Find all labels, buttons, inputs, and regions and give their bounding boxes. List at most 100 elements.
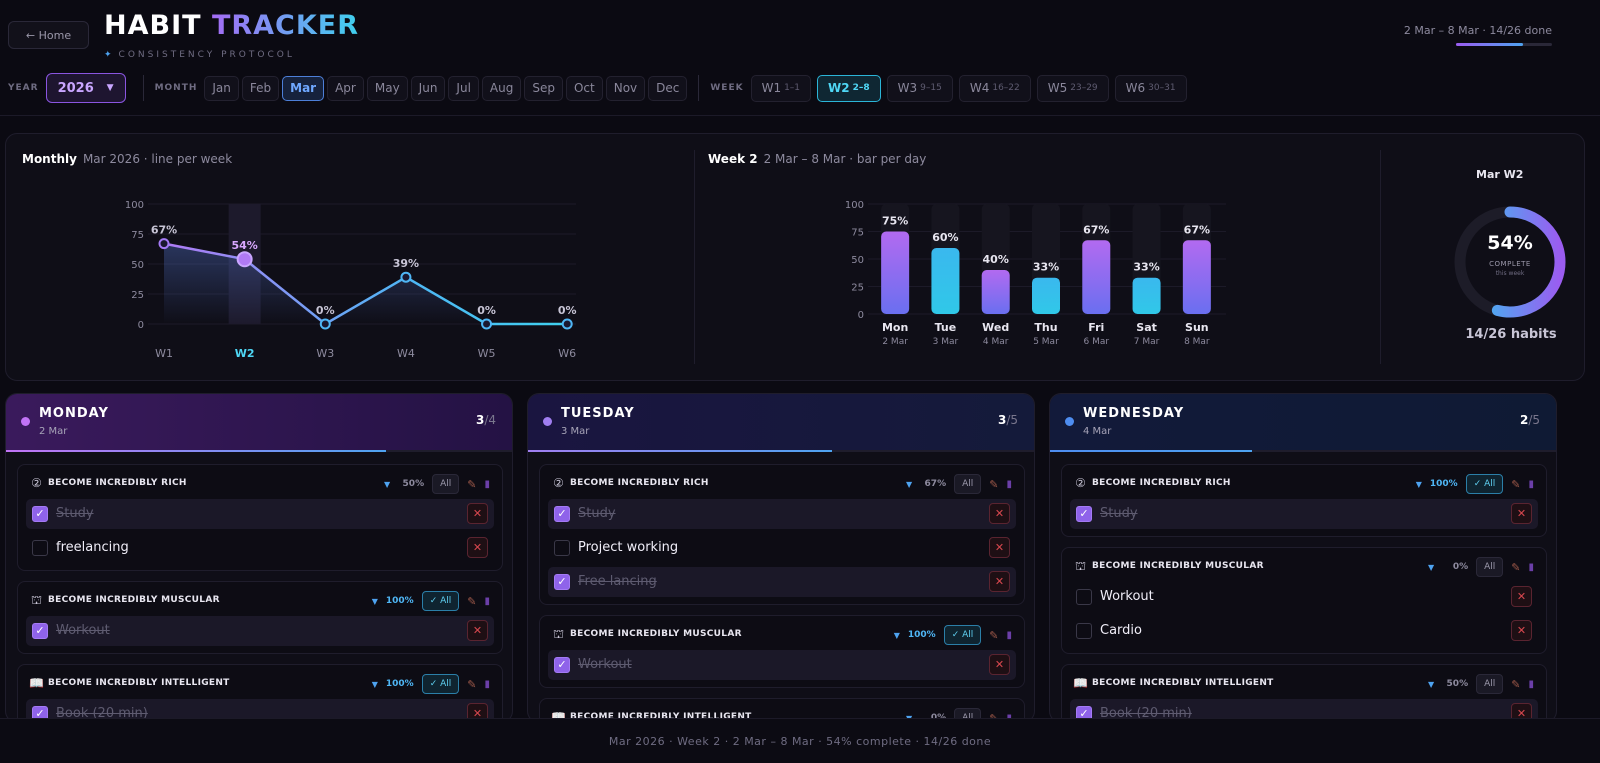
habit-group-percent: 0%: [1452, 562, 1469, 572]
task-delete-button[interactable]: ✕: [989, 537, 1010, 558]
task-delete-button[interactable]: ✕: [467, 620, 488, 641]
edit-icon[interactable]: ✎: [989, 628, 999, 642]
task-name: Workout: [56, 623, 110, 638]
month-tab-oct[interactable]: Oct: [565, 75, 603, 101]
week-tab-w4[interactable]: W4 16–22: [958, 74, 1031, 102]
task-delete-button[interactable]: ✕: [467, 503, 488, 524]
trash-icon[interactable]: ▮: [484, 595, 490, 607]
week-tab-w3[interactable]: W3 9–15: [886, 74, 953, 102]
month-tab-nov[interactable]: Nov: [605, 75, 646, 101]
edit-icon[interactable]: ✎: [467, 677, 477, 691]
habit-group-name: BECOME INCREDIBLY INTELLIGENT: [48, 678, 230, 688]
trash-icon[interactable]: ▮: [1528, 478, 1534, 490]
month-tab-sep[interactable]: Sep: [524, 75, 563, 101]
month-tab-dec[interactable]: Dec: [648, 75, 688, 101]
week-tab-w1[interactable]: W1 1–1: [750, 74, 812, 102]
task-row: Cardio ✕: [1070, 616, 1538, 646]
task-checkbox[interactable]: ✓: [32, 623, 48, 639]
month-tab-aug[interactable]: Aug: [481, 75, 522, 101]
trash-icon[interactable]: ▮: [484, 478, 490, 490]
trash-icon[interactable]: ▮: [1006, 478, 1012, 490]
task-checkbox[interactable]: [32, 540, 48, 556]
task-delete-button[interactable]: ✕: [467, 703, 488, 722]
monthly-chart-title: Monthly Mar 2026 · line per week: [22, 152, 232, 166]
edit-icon[interactable]: ✎: [1511, 677, 1521, 691]
collapse-icon[interactable]: ▼: [371, 596, 378, 606]
month-tab-jul[interactable]: Jul: [448, 75, 479, 101]
task-name: Project working: [578, 540, 679, 555]
collapse-icon[interactable]: ▼: [371, 679, 378, 689]
task-delete-button[interactable]: ✕: [989, 571, 1010, 592]
habit-group-name: BECOME INCREDIBLY MUSCULAR: [48, 595, 220, 605]
collapse-icon[interactable]: ▼: [1427, 562, 1435, 572]
edit-icon[interactable]: ✎: [467, 594, 477, 608]
week-tab-w2[interactable]: W2 2–8: [817, 74, 881, 102]
collapse-icon[interactable]: ▼: [1415, 479, 1422, 489]
completion-ring: [1454, 206, 1566, 318]
edit-icon[interactable]: ✎: [1511, 560, 1521, 574]
month-tab-apr[interactable]: Apr: [327, 75, 364, 101]
year-select[interactable]: 2026 ▼: [45, 73, 126, 103]
check-all-button[interactable]: All: [1476, 557, 1504, 577]
task-delete-button[interactable]: ✕: [989, 503, 1010, 524]
x-tick-label: Fri: [1088, 321, 1104, 334]
trash-icon[interactable]: ▮: [1006, 713, 1012, 723]
month-tab-jun[interactable]: Jun: [410, 75, 446, 101]
collapse-icon[interactable]: ▼: [383, 479, 391, 489]
check-all-button[interactable]: All: [1476, 674, 1504, 694]
edit-icon[interactable]: ✎: [989, 712, 998, 723]
edit-icon[interactable]: ✎: [467, 477, 477, 491]
home-button[interactable]: ← Home: [8, 21, 89, 49]
check-all-button[interactable]: All: [432, 474, 460, 494]
trash-icon[interactable]: ▮: [1528, 561, 1534, 573]
check-all-button[interactable]: ✓ All: [1465, 474, 1504, 494]
task-delete-button[interactable]: ✕: [1511, 503, 1532, 524]
month-tab-mar[interactable]: Mar: [282, 75, 325, 101]
task-row: ✓ Study ✕: [548, 499, 1016, 529]
task-checkbox[interactable]: ✓: [554, 657, 570, 673]
habit-group: 📖 BECOME INCREDIBLY INTELLIGENT ▼ 100% ✓ All…: [17, 664, 503, 722]
task-name: Workout: [578, 657, 632, 672]
task-delete-button[interactable]: ✕: [989, 654, 1010, 675]
task-checkbox[interactable]: ✓: [554, 506, 570, 522]
task-checkbox[interactable]: [1076, 623, 1092, 639]
task-checkbox[interactable]: ✓: [554, 574, 570, 590]
trash-icon[interactable]: ▮: [484, 678, 490, 690]
habit-group: ② BECOME INCREDIBLY RICH ▼ 67% All ✎ ▮ ✓ Study ✕ P…: [539, 464, 1025, 605]
collapse-icon[interactable]: ▼: [893, 630, 900, 640]
check-all-button[interactable]: ✓ All: [421, 674, 460, 694]
task-delete-button[interactable]: ✕: [1511, 703, 1532, 722]
check-all-button[interactable]: ✓ All: [943, 625, 982, 645]
task-delete-button[interactable]: ✕: [1511, 586, 1532, 607]
month-tab-jan[interactable]: Jan: [204, 75, 239, 101]
task-checkbox[interactable]: [1076, 589, 1092, 605]
trash-icon[interactable]: ▮: [1528, 678, 1534, 690]
title-habit: HABIT: [104, 10, 202, 41]
month-tab-feb[interactable]: Feb: [241, 75, 280, 101]
book-icon: 📖: [1073, 676, 1088, 690]
task-checkbox[interactable]: ✓: [32, 506, 48, 522]
month-tabs: Jan Feb Mar Apr May Jun Jul Aug Sep Oct Nov Dec: [204, 75, 688, 101]
month-tab-may[interactable]: May: [366, 75, 408, 101]
data-label: 40%: [983, 253, 1009, 266]
task-checkbox[interactable]: ✓: [1076, 506, 1092, 522]
check-all-button[interactable]: ✓ All: [421, 591, 460, 611]
habit-group-header: 📖 BECOME INCREDIBLY INTELLIGENT ▼ 50% All ✎ ▮: [1070, 673, 1538, 695]
task-delete-button[interactable]: ✕: [1511, 620, 1532, 641]
collapse-icon[interactable]: ▼: [906, 714, 912, 723]
week-tab-w5[interactable]: W5 23–29: [1036, 74, 1109, 102]
edit-icon[interactable]: ✎: [1511, 477, 1521, 491]
trash-icon[interactable]: ▮: [1006, 629, 1012, 641]
bar: [1182, 240, 1211, 314]
task-delete-button[interactable]: ✕: [467, 537, 488, 558]
task-checkbox[interactable]: [554, 540, 570, 556]
habit-group-name: BECOME INCREDIBLY MUSCULAR: [570, 629, 742, 639]
edit-icon[interactable]: ✎: [989, 477, 999, 491]
check-all-button[interactable]: All: [954, 474, 982, 494]
year-value: 2026: [57, 80, 94, 96]
week-tab-w6[interactable]: W6 30–31: [1114, 74, 1187, 102]
day-date: 4 Mar: [1083, 426, 1112, 437]
task-name: Study: [578, 506, 616, 521]
collapse-icon[interactable]: ▼: [905, 479, 913, 489]
collapse-icon[interactable]: ▼: [1427, 679, 1435, 689]
